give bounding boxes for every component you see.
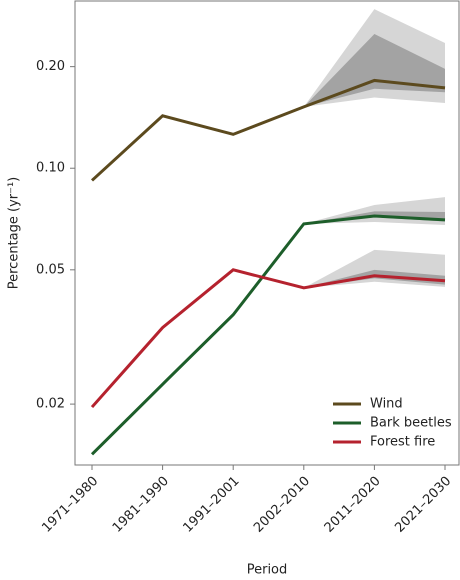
series-line	[90, 268, 446, 409]
plot-frame	[74, 0, 460, 466]
x-tick-label: 1971–1980	[39, 474, 101, 536]
y-axis-label: Percentage (yr⁻¹)	[7, 177, 22, 290]
uncertainty-band	[303, 269, 445, 288]
y-tick-label: 0.20	[36, 59, 65, 74]
x-tick-label: 1981–1990	[110, 474, 172, 536]
legend-label: Bark beetles	[370, 416, 452, 431]
y-tick-label: 0.10	[36, 161, 65, 176]
series-line	[90, 78, 446, 182]
legend-label: Forest fire	[370, 435, 435, 450]
uncertainty-band	[303, 33, 445, 107]
uncertainty-band	[303, 211, 445, 224]
y-tick-label: 0.05	[36, 262, 65, 277]
x-tick-label: 2021–2030	[392, 474, 454, 536]
legend-label: Wind	[370, 397, 403, 412]
y-tick-label: 0.02	[36, 397, 65, 412]
x-tick-label: 1991–2001	[181, 474, 243, 536]
x-tick-label: 2011–2020	[322, 474, 384, 536]
series-line	[90, 214, 446, 456]
x-tick-label: 2002–2010	[251, 474, 313, 536]
x-axis-label: Period	[247, 563, 288, 578]
